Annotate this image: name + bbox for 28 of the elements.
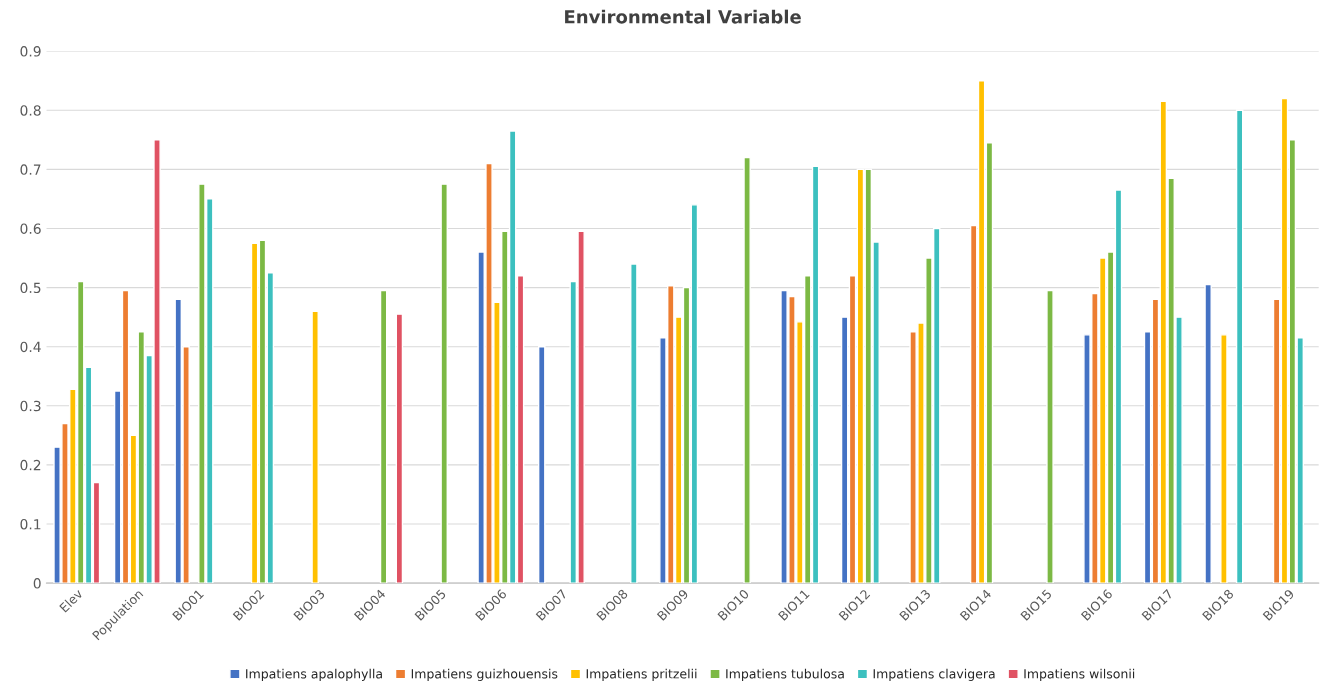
bar (630, 263, 638, 584)
bar (311, 310, 319, 584)
bar (395, 313, 404, 584)
legend-label: Impatiens tubulosa (726, 668, 844, 681)
y-tick-label: 0.2 (20, 459, 41, 471)
legend-label: Impatiens wilsonii (1024, 668, 1135, 681)
bar (1235, 109, 1244, 584)
y-tick-label: 0.1 (20, 518, 41, 530)
y-tick-label: 0 (33, 578, 41, 589)
bar (537, 345, 546, 584)
y-tick-label: 0.6 (20, 223, 41, 234)
legend-label: Impatiens apalophylla (246, 668, 382, 681)
bar (1220, 334, 1228, 584)
legend-label: Impatiens pritzelii (586, 668, 697, 681)
y-tick-label: 0.9 (20, 46, 41, 57)
bar (379, 289, 388, 584)
legend-label: Impatiens clavigera (873, 668, 995, 681)
y-tick-label: 0.3 (20, 400, 41, 412)
bar (743, 156, 751, 584)
y-tick-label: 0.4 (20, 341, 41, 353)
y-tick-label: 0.8 (20, 105, 41, 116)
bar (1204, 283, 1212, 584)
legend-label: Impatiens guizhouensis (411, 668, 558, 681)
y-tick-label: 0.5 (20, 282, 41, 294)
chart-title: Environmental Variable (565, 9, 801, 24)
bar (440, 183, 448, 584)
bar (1046, 289, 1054, 584)
y-tick-label: 0.7 (20, 164, 41, 175)
